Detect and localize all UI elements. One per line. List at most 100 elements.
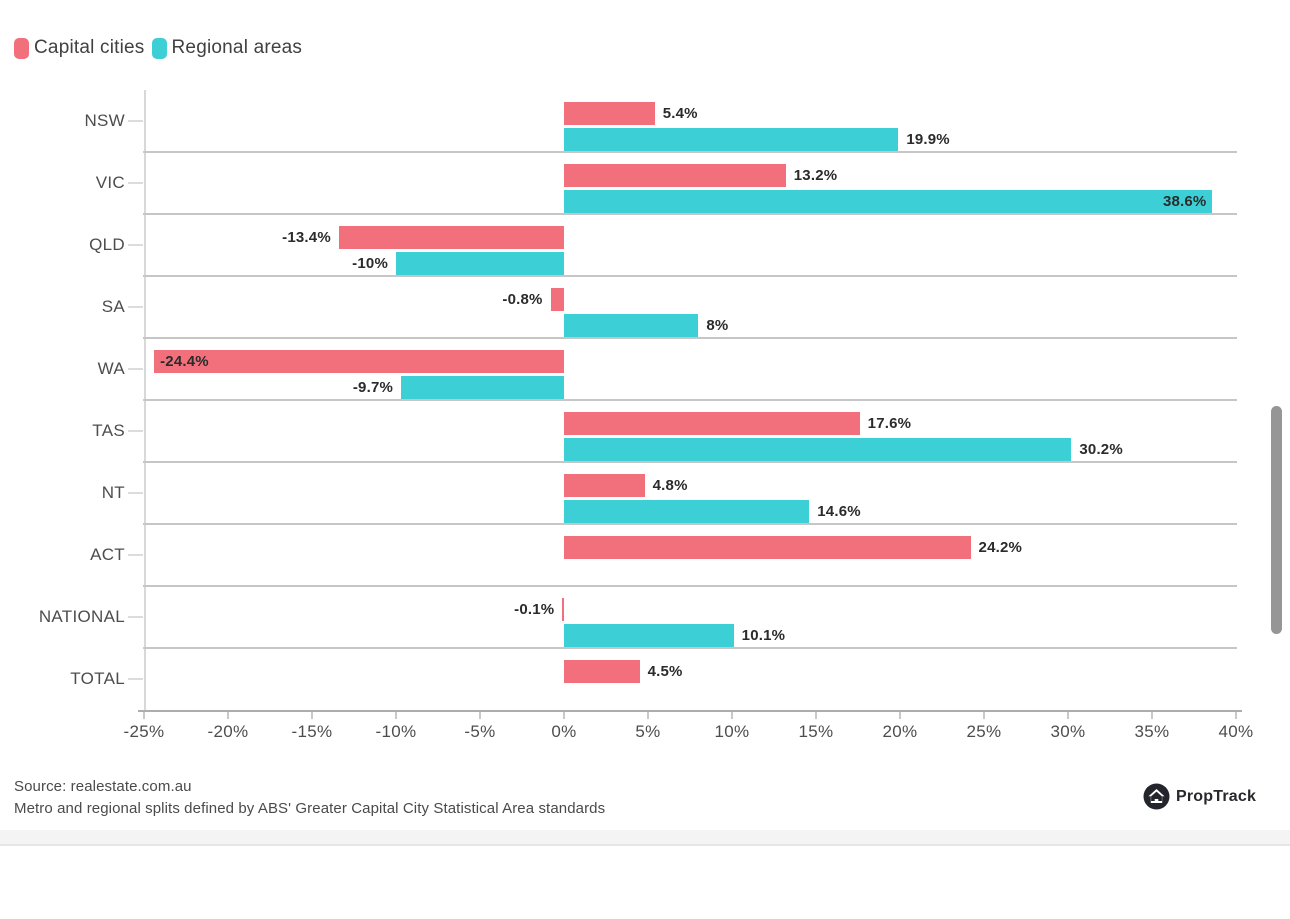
row-separator: [143, 647, 1237, 649]
bar-regional-qld: [396, 252, 564, 275]
row-separator: [143, 213, 1237, 215]
x-axis-tick: [395, 712, 397, 719]
bar-value-label: -0.8%: [502, 291, 543, 308]
row-separator: [143, 461, 1237, 463]
bar-capital-nt: [564, 474, 645, 497]
chart-legend: Capital cities Regional areas: [14, 37, 302, 59]
category-label-vic: VIC: [95, 173, 125, 192]
x-axis-tick-label: -10%: [375, 722, 417, 741]
proptrack-house-icon: [1143, 783, 1170, 810]
bar-value-label: -13.4%: [282, 229, 331, 246]
bar-value-label: -0.1%: [514, 601, 555, 618]
bar-capital-wa: [154, 350, 564, 373]
x-axis-tick: [143, 712, 145, 719]
category-tick: [128, 368, 143, 370]
category-label-total: TOTAL: [70, 669, 125, 688]
category-label-nt: NT: [101, 483, 125, 502]
bar-regional-national: [564, 624, 734, 647]
category-label-qld: QLD: [89, 235, 125, 254]
legend-item-regional-areas: Regional areas: [151, 37, 303, 59]
bar-value-label: 17.6%: [867, 415, 912, 432]
category-tick: [128, 244, 143, 246]
bar-value-label: 5.4%: [662, 105, 698, 122]
bar-capital-total: [564, 660, 640, 683]
category-tick: [128, 492, 143, 494]
bar-value-label: 4.8%: [652, 477, 688, 494]
x-axis-tick-label: 5%: [635, 722, 661, 741]
bar-regional-vic: [564, 190, 1213, 213]
category-label-national: NATIONAL: [38, 607, 125, 626]
category-tick: [128, 616, 143, 618]
x-axis-tick-label: 15%: [798, 722, 834, 741]
bar-value-label: 24.2%: [978, 539, 1023, 556]
capital-cities-swatch-icon: [14, 37, 29, 59]
bar-value-label: -10%: [352, 255, 388, 272]
scrollbar-thumb[interactable]: [1271, 406, 1282, 634]
legend-item-capital-cities: Capital cities: [14, 37, 145, 59]
category-tick: [128, 554, 143, 556]
category-tick: [128, 430, 143, 432]
page-bottom-divider: [0, 830, 1290, 846]
proptrack-logo: PropTrack: [1143, 783, 1256, 810]
source-line-1: Source: realestate.com.au: [14, 778, 192, 795]
x-axis-tick: [227, 712, 229, 719]
bar-value-label: 8%: [706, 317, 729, 334]
x-axis-tick: [563, 712, 565, 719]
x-axis-tick-label: -15%: [291, 722, 333, 741]
bar-value-label: 13.2%: [793, 167, 838, 184]
category-tick: [128, 182, 143, 184]
regional-areas-swatch-icon: [151, 37, 167, 59]
x-axis-line: [138, 710, 1242, 712]
bar-capital-act: [564, 536, 971, 559]
bar-value-label: 30.2%: [1079, 441, 1123, 458]
category-label-wa: WA: [97, 359, 125, 378]
bar-value-label: -9.7%: [352, 379, 394, 396]
x-axis-tick-label: -25%: [123, 722, 165, 741]
bar-value-label: 19.9%: [906, 131, 950, 148]
x-axis-tick: [311, 712, 313, 719]
row-separator: [143, 585, 1237, 587]
x-axis-tick: [731, 712, 733, 719]
source-line-2: Metro and regional splits defined by ABS…: [14, 800, 606, 817]
bar-capital-nsw: [564, 102, 655, 125]
bar-regional-nt: [564, 500, 810, 523]
row-separator: [143, 523, 1237, 525]
bar-capital-tas: [564, 412, 860, 435]
x-axis-tick-label: 40%: [1218, 722, 1254, 741]
category-tick: [128, 678, 143, 680]
x-axis-tick: [983, 712, 985, 719]
bar-value-label: 38.6%: [1162, 193, 1207, 210]
bar-value-label: 10.1%: [741, 627, 786, 644]
category-label-sa: SA: [101, 297, 125, 316]
source-note: Source: realestate.com.au Metro and regi…: [14, 776, 605, 820]
bar-value-label: 4.5%: [647, 663, 683, 680]
bar-capital-vic: [564, 164, 786, 187]
row-separator: [143, 151, 1237, 153]
category-label-act: ACT: [90, 545, 125, 564]
category-tick: [128, 120, 143, 122]
bar-regional-sa: [564, 314, 699, 337]
x-axis-tick: [1235, 712, 1237, 719]
x-axis-tick: [1151, 712, 1153, 719]
bar-capital-qld: [338, 226, 564, 249]
x-axis-tick-label: 20%: [882, 722, 918, 741]
category-label-nsw: NSW: [84, 111, 125, 130]
row-separator: [143, 399, 1237, 401]
row-separator: [143, 337, 1237, 339]
bar-regional-wa: [401, 376, 564, 399]
x-axis-tick-label: -5%: [464, 722, 496, 741]
bar-regional-nsw: [564, 128, 899, 151]
bar-value-label: 14.6%: [817, 503, 861, 520]
row-separator: [143, 275, 1237, 277]
x-axis-tick: [479, 712, 481, 719]
x-axis-tick: [815, 712, 817, 719]
category-label-tas: TAS: [92, 421, 125, 440]
category-tick: [128, 306, 143, 308]
x-axis-tick-label: -20%: [207, 722, 249, 741]
bar-regional-tas: [564, 438, 1072, 461]
bar-capital-sa: [550, 288, 564, 311]
x-axis-tick-label: 30%: [1050, 722, 1086, 741]
x-axis-tick-label: 0%: [551, 722, 577, 741]
